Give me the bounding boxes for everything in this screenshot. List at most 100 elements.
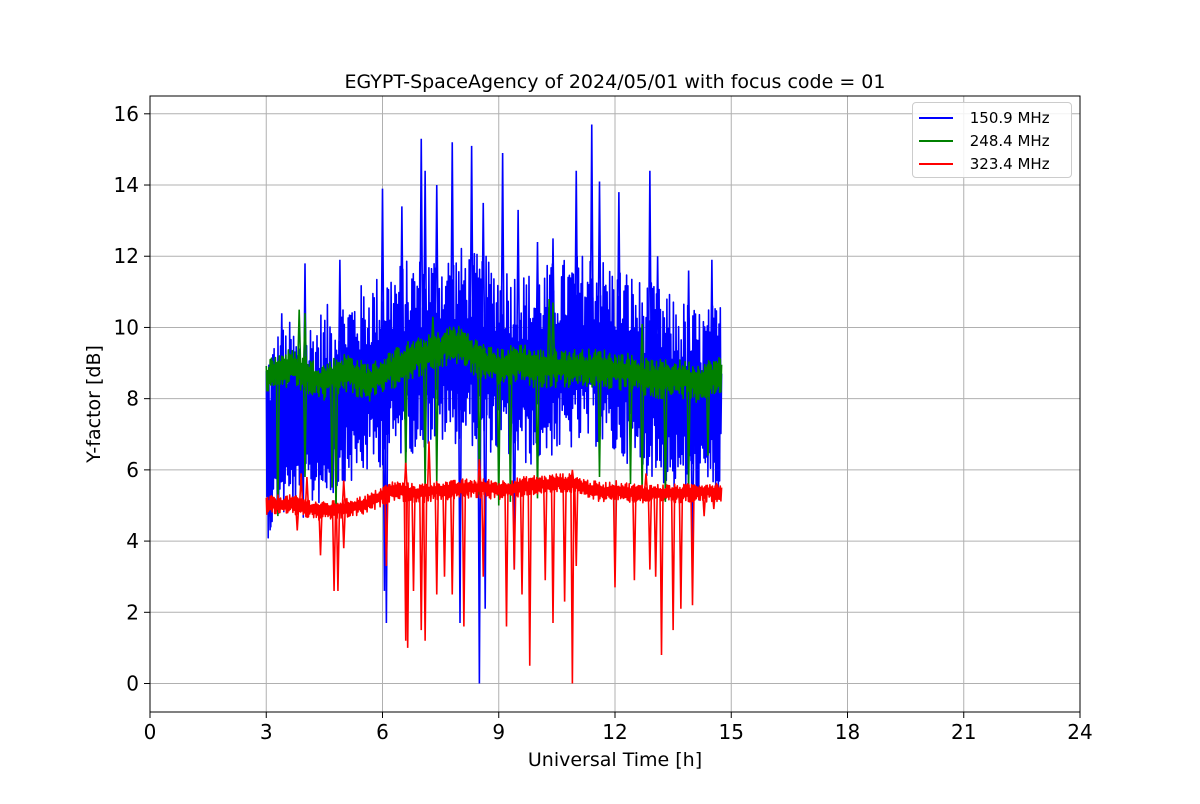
series-line-2	[265, 473, 723, 521]
legend-label-150-9: 150.9 MHz	[965, 109, 1050, 127]
y-tick-label: 2	[126, 600, 139, 624]
legend-label-248-4: 248.4 MHz	[965, 132, 1050, 150]
series-line-1	[265, 325, 723, 403]
series-spike-down-2	[527, 484, 533, 666]
y-tick-label: 12	[114, 244, 139, 268]
series-spike-up-0	[279, 313, 285, 432]
series-spike-down-2	[519, 485, 525, 595]
series-spike-down-2	[570, 483, 575, 684]
series-spike-up-1	[550, 302, 556, 367]
series-spike-down-1	[705, 377, 711, 456]
series-spike-down-2	[511, 487, 517, 570]
x-tick-label: 0	[144, 720, 157, 744]
legend-item-323-4: 323.4 MHz	[919, 153, 1050, 175]
series-spike-up-2	[403, 462, 409, 492]
series-spike-down-2	[335, 508, 341, 591]
series-spike-down-2	[701, 491, 707, 517]
series-spike-up-2	[570, 469, 575, 484]
series-spike-down-1	[663, 377, 668, 502]
series-spike-up-2	[341, 480, 347, 508]
series-spike-down-2	[449, 489, 455, 595]
series-spike-up-2	[298, 473, 304, 506]
series-spike-down-1	[508, 363, 513, 502]
series-spike-down-2	[562, 482, 567, 602]
series-spike-up-2	[304, 476, 310, 508]
series-spike-up-2	[477, 459, 482, 488]
series-spike-up-0	[337, 259, 343, 404]
x-tick-label: 3	[260, 720, 273, 744]
series-spike-down-2	[504, 488, 509, 627]
x-tick-label: 6	[376, 720, 389, 744]
series-spike-down-2	[690, 491, 695, 606]
series-spike-down-1	[329, 376, 335, 488]
y-tick-label: 6	[126, 458, 139, 482]
y-tick-label: 0	[126, 672, 139, 696]
series-spike-down-2	[678, 493, 684, 609]
series-spike-up-0	[480, 202, 486, 362]
series-spike-down-2	[331, 509, 337, 591]
series-spike-up-0	[500, 152, 505, 368]
series-spike-up-0	[616, 192, 622, 372]
series-spike-up-1	[296, 309, 302, 370]
series-spike-up-0	[709, 259, 715, 411]
series-spike-down-2	[318, 510, 323, 556]
series-spike-down-2	[612, 489, 618, 588]
series-spike-down-2	[670, 493, 676, 631]
legend: 150.9 MHz 248.4 MHz 323.4 MHz	[912, 102, 1072, 178]
series-spike-up-0	[655, 256, 660, 393]
x-axis-label: Universal Time [h]	[528, 749, 702, 771]
series-spike-down-0	[382, 376, 387, 591]
series-spike-down-2	[411, 492, 416, 591]
series-spike-up-1	[639, 323, 645, 375]
legend-swatch-150-9	[919, 117, 953, 119]
series-spike-down-2	[632, 492, 637, 581]
series-spike-up-1	[430, 316, 436, 352]
legend-swatch-248-4	[919, 140, 953, 142]
series-spike-down-2	[711, 491, 717, 510]
series-spike-up-0	[449, 142, 455, 356]
x-tick-label: 12	[602, 720, 627, 744]
series-spike-up-0	[418, 138, 424, 362]
series-spike-down-2	[384, 493, 389, 567]
series-spike-up-0	[399, 206, 405, 368]
legend-item-248-4: 248.4 MHz	[919, 130, 1050, 152]
y-axis-label: Y-factor [dB]	[83, 345, 105, 464]
legend-swatch-323-4	[919, 163, 953, 165]
series-layer	[265, 124, 723, 684]
series-spike-down-2	[461, 487, 467, 627]
series-spike-down-2	[550, 482, 556, 623]
series-spike-down-2	[653, 493, 658, 577]
series-spike-up-2	[643, 473, 649, 494]
legend-item-150-9: 150.9 MHz	[919, 107, 1050, 129]
series-spike-down-2	[573, 484, 579, 567]
series-spike-up-1	[302, 313, 308, 373]
x-tick-label: 15	[719, 720, 744, 744]
series-spike-down-2	[422, 491, 428, 641]
x-tick-label: 24	[1067, 720, 1092, 744]
y-tick-label: 10	[114, 315, 139, 339]
series-spike-down-1	[302, 372, 308, 478]
series-spike-up-2	[426, 441, 432, 492]
y-tick-label: 8	[126, 387, 139, 411]
series-spike-down-1	[535, 366, 540, 499]
series-spike-down-2	[442, 489, 447, 577]
x-tick-label: 21	[951, 720, 976, 744]
series-spike-up-0	[597, 181, 602, 361]
series-spike-up-0	[647, 170, 653, 388]
x-tick-label: 9	[492, 720, 505, 744]
y-tick-label: 16	[114, 102, 139, 126]
series-spike-down-2	[418, 492, 424, 631]
series-spike-up-1	[546, 298, 552, 367]
y-tick-label: 4	[126, 529, 139, 553]
series-spike-up-0	[380, 188, 385, 378]
series-spike-up-0	[535, 241, 540, 375]
x-tick-label: 18	[835, 720, 860, 744]
series-spike-down-1	[628, 371, 633, 485]
chart-title: EGYPT-SpaceAgency of 2024/05/01 with foc…	[345, 71, 886, 93]
series-spike-down-2	[294, 504, 300, 531]
series-spike-down-0	[267, 446, 273, 531]
y-tick-label: 14	[114, 173, 139, 197]
